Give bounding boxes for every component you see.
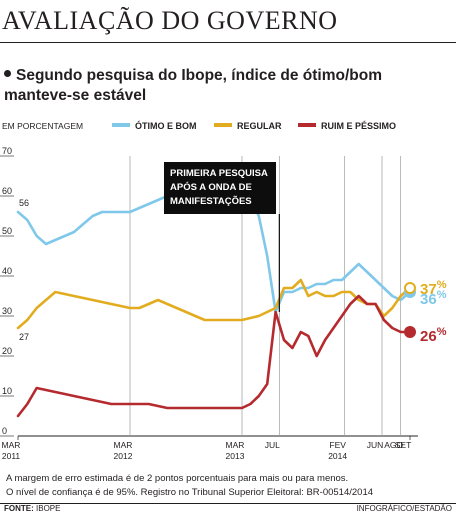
confidence-note: O nível de confiança é de 95%. Registro …	[6, 487, 374, 498]
source-label: FONTE:	[4, 504, 34, 513]
y-tick-label: 30	[2, 306, 12, 316]
y-tick-label: 50	[2, 226, 12, 236]
bullet-icon	[4, 70, 11, 78]
legend-label-0: ÓTIMO E BOM	[135, 120, 197, 131]
x-tick-label: MAR	[114, 440, 133, 450]
x-tick-year: 2013	[226, 451, 245, 460]
series-start-label-1: 27	[19, 332, 29, 342]
y-tick-label: 40	[2, 266, 12, 276]
series-end-marker-1	[404, 282, 416, 294]
series-line-1	[16, 278, 412, 330]
x-tick-label: FEV	[329, 440, 346, 450]
line-chart: EM PORCENTAGEM ÓTIMO E BOM REGULAR RUIM E P…	[0, 110, 447, 460]
point-label-0: 37	[285, 110, 296, 113]
page-title: AVALIAÇÃO DO GOVERNO	[2, 6, 338, 35]
series-start-label-0: 56	[19, 198, 29, 208]
series-end-label-2: 26%	[420, 326, 447, 345]
infographic-credit: INFOGRÁFICO/ESTADÃO	[356, 504, 452, 513]
y-tick-label: 0	[2, 426, 7, 436]
x-tick-label: MAR	[226, 440, 245, 450]
chart-subtitle: Segundo pesquisa do Ibope, índice de óti…	[4, 66, 444, 106]
source-value: IBOPE	[36, 504, 61, 513]
callout-text-2: MANIFESTAÇÕES	[170, 196, 252, 207]
margin-of-error-note: A margem de erro estimada é de 2 pontos …	[6, 473, 349, 484]
source-credit: FONTE: IBOPE	[4, 504, 60, 513]
y-tick-label: 10	[2, 386, 12, 396]
x-tick-label: SET	[395, 440, 412, 450]
footer-divider	[0, 503, 456, 504]
y-tick-label: 20	[2, 346, 12, 356]
x-tick-year: 2014	[328, 451, 347, 460]
y-tick-label: 60	[2, 186, 12, 196]
series-line-2	[16, 294, 412, 418]
x-tick-label: AGO	[384, 440, 403, 450]
subtitle-text: Segundo pesquisa do Ibope, índice de óti…	[4, 67, 382, 104]
x-tick-label: JUL	[265, 440, 280, 450]
x-tick-label: JUN	[367, 440, 384, 450]
x-tick-year: 2011	[2, 451, 21, 460]
point-label-1: 31	[285, 110, 296, 113]
legend-label-1: REGULAR	[237, 121, 282, 131]
series-end-label-1: 37%	[420, 279, 447, 298]
x-tick-label: MAR	[2, 440, 21, 450]
title-divider	[0, 42, 456, 43]
series-end-label-0: 36%	[420, 289, 447, 308]
unit-label: EM PORCENTAGEM	[2, 121, 83, 131]
callout-text-0: PRIMEIRA PESQUISA	[170, 168, 268, 179]
legend-label-2: RUIM E PÉSSIMO	[321, 121, 396, 131]
callout-box	[164, 162, 276, 214]
x-tick-year: 2012	[114, 451, 133, 460]
y-tick-label: 70	[2, 146, 12, 156]
callout-text-1: APÓS A ONDA DE	[170, 181, 252, 193]
series-end-marker-2	[404, 326, 416, 338]
